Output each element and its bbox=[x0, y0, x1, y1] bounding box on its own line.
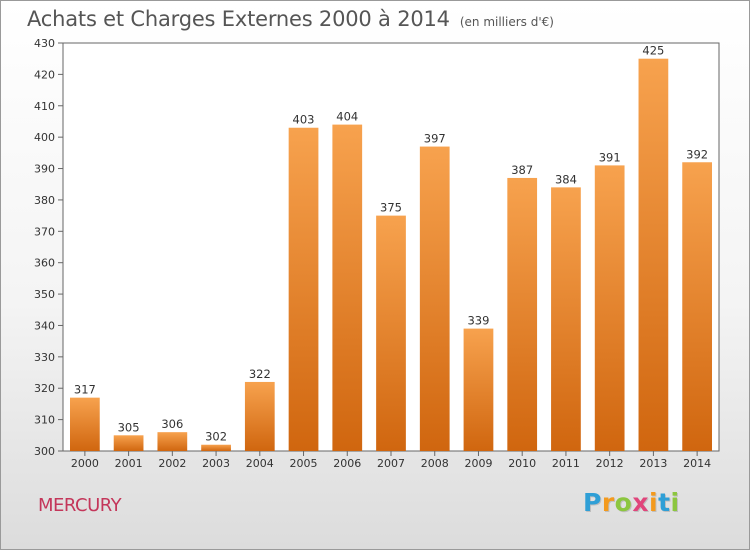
bar-value-label: 404 bbox=[336, 110, 358, 124]
chart-subtitle: (en milliers d'€) bbox=[459, 15, 554, 29]
y-tick-label: 350 bbox=[34, 288, 55, 301]
logo-letter: P bbox=[583, 488, 602, 517]
bar-value-label: 375 bbox=[380, 201, 402, 215]
proxiti-logo: Proxiti bbox=[583, 488, 680, 517]
logo-letter: t bbox=[658, 488, 671, 517]
bar-value-label: 322 bbox=[249, 367, 271, 381]
bar-value-label: 392 bbox=[686, 147, 708, 161]
x-tick-label: 2010 bbox=[508, 457, 536, 470]
bar-2001 bbox=[113, 435, 144, 451]
bar-value-label: 317 bbox=[74, 383, 96, 397]
bar-value-label: 339 bbox=[467, 314, 489, 328]
y-tick-label: 340 bbox=[34, 319, 55, 332]
bar-2005 bbox=[288, 127, 319, 451]
y-tick-label: 390 bbox=[34, 163, 55, 176]
bar-value-label: 305 bbox=[118, 420, 140, 434]
logo-letter: i bbox=[670, 488, 680, 517]
x-tick-label: 2009 bbox=[464, 457, 492, 470]
bar-value-label: 387 bbox=[511, 163, 533, 177]
bar-2004 bbox=[244, 381, 275, 451]
bar-2008 bbox=[419, 146, 450, 452]
y-tick-label: 310 bbox=[34, 414, 55, 427]
bar-value-label: 384 bbox=[555, 172, 577, 186]
bar-2012 bbox=[594, 165, 625, 451]
x-tick-label: 2005 bbox=[290, 457, 318, 470]
x-tick-label: 2006 bbox=[333, 457, 361, 470]
bar-2013 bbox=[638, 58, 669, 451]
x-tick-label: 2002 bbox=[158, 457, 186, 470]
bar-2011 bbox=[551, 187, 581, 451]
x-tick-label: 2001 bbox=[115, 457, 143, 470]
bar-2002 bbox=[157, 432, 188, 451]
x-tick-label: 2008 bbox=[421, 457, 449, 470]
y-tick-label: 430 bbox=[34, 37, 55, 50]
y-tick-label: 410 bbox=[34, 100, 55, 113]
bar-value-label: 397 bbox=[424, 132, 446, 146]
bar-value-label: 403 bbox=[293, 113, 315, 127]
logo-letter: i bbox=[649, 488, 659, 517]
bar-2010 bbox=[507, 177, 538, 451]
logo-letter: o bbox=[614, 488, 633, 517]
x-tick-label: 2000 bbox=[71, 457, 99, 470]
commune-name: MERCURY bbox=[38, 495, 122, 516]
bar-value-label: 306 bbox=[161, 417, 183, 431]
bar-2006 bbox=[332, 124, 363, 451]
y-tick-label: 330 bbox=[34, 351, 55, 364]
x-tick-label: 2004 bbox=[246, 457, 274, 470]
bar-2007 bbox=[376, 215, 406, 451]
y-tick-label: 400 bbox=[34, 131, 55, 144]
bar-2014 bbox=[682, 162, 713, 451]
chart-title: Achats et Charges Externes 2000 à 2014 bbox=[27, 7, 450, 31]
x-tick-label: 2011 bbox=[552, 457, 580, 470]
bar-2000 bbox=[69, 397, 100, 451]
x-tick-label: 2012 bbox=[596, 457, 624, 470]
bar-value-label: 302 bbox=[205, 430, 227, 444]
y-tick-label: 380 bbox=[34, 194, 55, 207]
y-tick-label: 300 bbox=[34, 445, 55, 458]
y-tick-label: 320 bbox=[34, 382, 55, 395]
x-tick-label: 2014 bbox=[683, 457, 711, 470]
x-tick-label: 2007 bbox=[377, 457, 405, 470]
bar-2003 bbox=[201, 444, 231, 451]
bar-2009 bbox=[463, 328, 494, 451]
x-tick-label: 2003 bbox=[202, 457, 230, 470]
y-tick-label: 370 bbox=[34, 225, 55, 238]
logo-letter: x bbox=[632, 488, 649, 517]
y-tick-label: 360 bbox=[34, 257, 55, 270]
bar-value-label: 391 bbox=[599, 150, 621, 164]
x-tick-label: 2013 bbox=[639, 457, 667, 470]
chart-title-block: Achats et Charges Externes 2000 à 2014 (e… bbox=[27, 7, 554, 31]
logo-letter: r bbox=[601, 488, 615, 517]
bar-value-label: 425 bbox=[642, 44, 664, 58]
y-tick-label: 420 bbox=[34, 68, 55, 81]
